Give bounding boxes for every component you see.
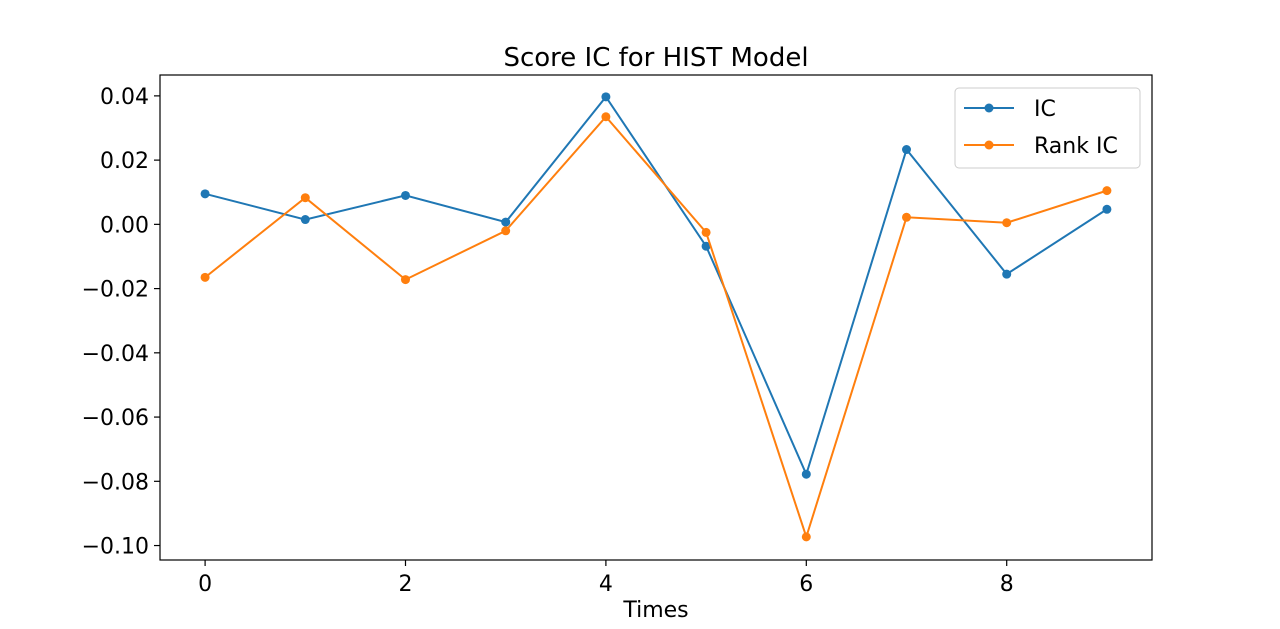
data-point-ic [1102,204,1112,214]
data-point-ic [200,189,210,199]
data-point-rank-ic [200,272,210,282]
legend-marker-rank-ic [984,140,994,150]
data-point-rank-ic [801,532,811,542]
data-point-rank-ic [1102,186,1112,196]
y-tick-label: 0.00 [100,213,149,238]
x-axis-label: Times [622,598,688,623]
data-point-rank-ic [902,212,912,222]
legend-label-rank-ic: Rank IC [1034,134,1118,159]
y-tick-label: −0.02 [82,278,149,303]
series-line-ic [204,95,1108,478]
data-point-ic [801,469,811,479]
x-tick-label: 8 [1000,572,1014,597]
legend: IC Rank IC [954,87,1141,169]
data-point-ic [902,145,912,155]
data-point-rank-ic [400,275,410,285]
data-point-ic [701,241,711,251]
x-tick-label: 6 [799,572,813,597]
data-point-ic [400,190,410,200]
data-point-rank-ic [701,227,711,237]
data-point-rank-ic [300,193,310,203]
axes-frame [159,74,1153,561]
x-tick-label: 0 [198,572,212,597]
x-tick-label: 2 [398,572,412,597]
y-tick-label: −0.06 [82,406,149,431]
y-tick-label: −0.10 [82,535,149,560]
y-tick-label: 0.04 [100,85,149,110]
y-tick-label: 0.02 [100,149,149,174]
legend-marker-ic [984,103,994,113]
legend-label-ic: IC [1034,97,1056,122]
x-tick-label: 4 [599,572,613,597]
plot-area: 0 2 4 6 8 0.04 0.02 0.00 −0.02 −0.04 −0.06 −0.08 −0.… [82,74,1153,597]
data-point-ic [300,215,310,225]
data-point-ic [1002,269,1012,279]
data-point-rank-ic [501,226,511,236]
y-tick-label: −0.08 [82,470,149,495]
data-point-ic [601,92,611,102]
y-tick-label: −0.04 [82,342,149,367]
chart-title: Score IC for HIST Model [503,43,808,73]
data-point-rank-ic [1002,218,1012,228]
data-point-rank-ic [601,112,611,122]
series-line-rank-ic [204,115,1108,541]
data-point-ic [501,217,511,227]
